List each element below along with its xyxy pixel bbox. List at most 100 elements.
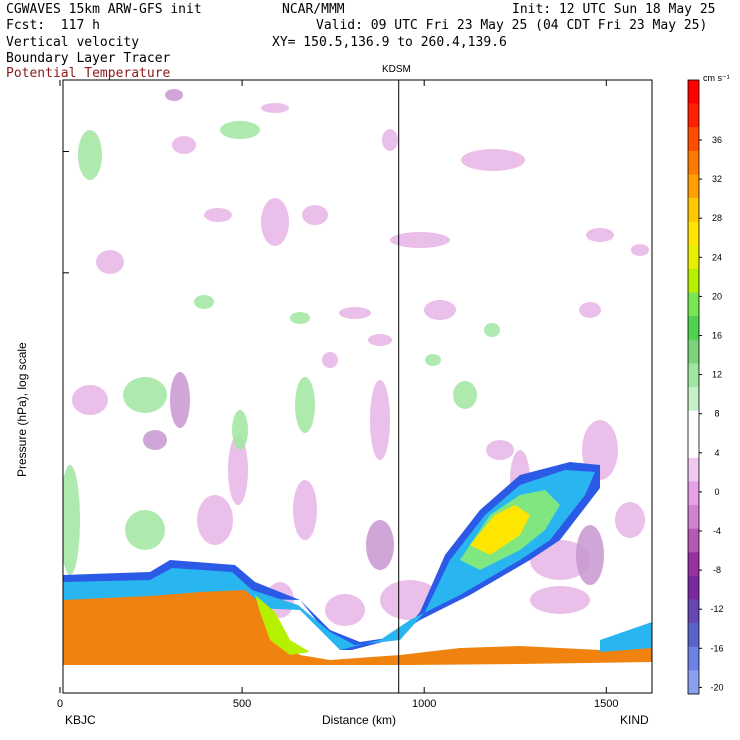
velocity-shading — [325, 594, 365, 626]
colorbar-segment — [688, 316, 699, 341]
colorbar-segment — [688, 552, 699, 577]
velocity-shading — [424, 300, 456, 320]
colorbar-label: 12 — [712, 370, 722, 380]
plot-frame — [62, 79, 653, 694]
colorbar-segment — [688, 245, 699, 270]
colorbar-segment — [688, 387, 699, 411]
velocity-shading — [425, 354, 441, 366]
velocity-shading — [366, 520, 394, 570]
velocity-shading — [194, 295, 214, 309]
y-axis-title: Pressure (hPa), log scale — [15, 342, 29, 477]
colorbar-segment — [688, 434, 699, 459]
theta-label: 415 — [331, 0, 353, 1]
velocity-shading — [165, 89, 183, 101]
x-right-endpoint: KIND — [620, 713, 649, 727]
terrain — [63, 662, 652, 693]
velocity-shading — [96, 250, 124, 274]
isentrope-430 — [53, 0, 672, 20]
colorbar-segment — [688, 339, 699, 364]
colorbar-segment — [688, 623, 699, 648]
colorbar-unit: cm s⁻¹ — [703, 73, 730, 83]
x-left-endpoint: KBJC — [65, 713, 96, 727]
velocity-shading — [382, 129, 398, 151]
colorbar-segment — [688, 198, 699, 222]
theta-label: 420 — [262, 0, 284, 11]
velocity-shading — [261, 103, 289, 113]
init-time: Init: 12 UTC Sun 18 May 25 — [512, 2, 716, 17]
colorbar-label: 16 — [712, 331, 722, 341]
colorbar-segment — [688, 575, 699, 600]
station-marker-label: KDSM — [382, 64, 411, 75]
velocity-shading — [197, 495, 233, 545]
velocity-shading — [290, 312, 310, 324]
velocity-shading — [576, 525, 604, 585]
field-boundary-layer-tracer: Boundary Layer Tracer — [6, 51, 171, 66]
model-title: CGWAVES 15km ARW-GFS init — [6, 2, 202, 17]
colorbar-segment — [688, 80, 699, 104]
colorbar-label: -16 — [710, 643, 723, 653]
org-label: NCAR/MMM — [282, 2, 345, 17]
velocity-shading — [261, 198, 289, 246]
velocity-shading — [293, 480, 317, 540]
velocity-shading — [72, 385, 108, 415]
colorbar-segment — [688, 670, 699, 695]
velocity-shading — [486, 440, 514, 460]
velocity-shading — [322, 352, 338, 368]
velocity-shading — [461, 149, 525, 171]
isentrope-425 — [53, 0, 672, 6]
x-tick-label: 500 — [233, 698, 251, 710]
field-vertical-velocity: Vertical velocity — [6, 35, 140, 50]
x-axis-title: Distance (km) — [322, 713, 397, 727]
forecast-hour: Fcst: 117 h — [6, 18, 100, 33]
colorbar-label: -12 — [710, 604, 723, 614]
colorbar-segment — [688, 528, 699, 553]
colorbar-label: -4 — [713, 526, 721, 536]
colorbar-label: -20 — [710, 682, 723, 692]
velocity-shading — [143, 430, 167, 450]
colorbar-label: 0 — [714, 487, 719, 497]
tracer-edge — [255, 595, 310, 655]
theta-label: 410 — [180, 0, 202, 4]
colorbar-segment — [688, 505, 699, 529]
colorbar-segment — [688, 150, 699, 175]
field-potential-temperature: Potential Temperature — [6, 66, 171, 81]
x-tick-label: 0 — [57, 698, 63, 710]
colorbar-segment — [688, 410, 699, 435]
velocity-shading — [530, 586, 590, 614]
velocity-shading — [232, 410, 248, 450]
colorbar-label: -8 — [713, 565, 721, 575]
velocity-shading — [631, 244, 649, 256]
velocity-shading — [125, 510, 165, 550]
velocity-shading — [579, 302, 601, 318]
colorbar-segment — [688, 103, 699, 128]
x-tick-label: 1000 — [412, 698, 436, 710]
colorbar-segment — [688, 363, 699, 388]
velocity-shading — [228, 435, 248, 505]
colorbar-segment — [688, 127, 699, 152]
velocity-shading — [370, 380, 390, 460]
velocity-shading — [78, 130, 102, 180]
colorbar-segment — [688, 481, 699, 506]
velocity-shading — [295, 377, 315, 433]
colorbar-label: 28 — [712, 213, 722, 223]
velocity-shading — [220, 121, 260, 139]
tracer-core-yellow — [470, 505, 530, 555]
cross-section-endpoints: XY= 150.5,136.9 to 260.4,139.6 — [272, 35, 507, 50]
velocity-shading — [390, 232, 450, 248]
velocity-shading — [615, 502, 645, 538]
colorbar-segment — [688, 599, 699, 624]
theta-label: 415 — [219, 0, 241, 4]
velocity-shading — [302, 205, 328, 225]
velocity-shading — [123, 377, 167, 413]
colorbar-label: 20 — [712, 291, 722, 301]
valid-time: Valid: 09 UTC Fri 23 May 25 (04 CDT Fri … — [316, 18, 708, 33]
colorbar-label: 32 — [712, 174, 722, 184]
velocity-shading — [484, 323, 500, 337]
colorbar-segment — [688, 174, 699, 199]
velocity-shading — [453, 381, 477, 409]
colorbar-segment — [688, 221, 699, 246]
velocity-shading — [204, 208, 232, 222]
velocity-shading — [586, 228, 614, 242]
colorbar-segment — [688, 268, 699, 293]
